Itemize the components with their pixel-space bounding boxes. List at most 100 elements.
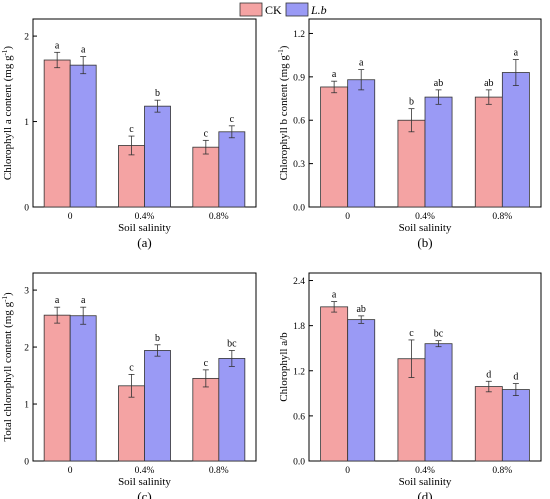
bar-ck: [397, 119, 426, 208]
bar-lb: [144, 350, 171, 462]
significance-label: b: [409, 97, 414, 108]
bar-ck: [320, 86, 349, 208]
significance-label: ab: [434, 78, 443, 89]
y-tick-label: 0.0: [293, 458, 305, 468]
significance-label: c: [204, 128, 209, 139]
significance-label: a: [514, 47, 519, 58]
y-axis-label: Chlorophyll b content (mg g-1): [277, 45, 290, 180]
bar-lb: [69, 64, 97, 208]
legend-swatch-lb: [285, 2, 309, 17]
significance-label: a: [81, 295, 86, 306]
bar-lb: [218, 131, 246, 208]
legend-label-lb: L.b: [310, 3, 327, 17]
bar-lb: [424, 96, 453, 208]
bar-lb: [501, 389, 530, 462]
legend: CK L.b: [239, 2, 327, 17]
y-axis-label: Chlorophyll a content (mg g-1): [1, 46, 14, 181]
significance-label: d: [513, 372, 518, 383]
y-axis-label-main: Chlorophyll b content (mg g: [278, 55, 290, 181]
y-tick-label: 1.8: [293, 322, 305, 332]
legend-label-ck: CK: [265, 3, 282, 17]
legend-swatch-ck: [239, 2, 263, 17]
x-axis-label: Soil salinity: [399, 476, 452, 488]
significance-label: a: [332, 69, 337, 80]
x-tick-label: 0: [68, 466, 73, 476]
x-tick-label: 0.8%: [209, 466, 229, 476]
bar-lb: [218, 358, 246, 462]
bar-ck: [474, 386, 503, 462]
x-tick-label: 0.8%: [492, 466, 512, 476]
y-tick-label: 1.2: [293, 30, 305, 40]
y-tick-label: 1: [24, 118, 29, 128]
y-tick-label: 2.4: [293, 277, 305, 287]
y-tick-label: 1.2: [293, 367, 305, 377]
x-tick-label: 0: [345, 212, 350, 222]
significance-label: c: [129, 124, 134, 135]
significance-label: ab: [356, 304, 365, 315]
significance-label: d: [486, 369, 491, 380]
x-tick-label: 0: [68, 212, 73, 222]
panel-tag: (c): [137, 489, 151, 499]
y-tick-label: 2: [24, 344, 29, 354]
y-axis-label-main: Chlorophyll a content (mg g: [2, 55, 14, 180]
bar-ck: [192, 146, 220, 208]
bar-lb: [144, 105, 171, 208]
bar-lb: [424, 343, 453, 462]
y-tick-label: 0.0: [293, 204, 305, 214]
y-tick-label: 0.3: [293, 160, 305, 170]
y-tick-label: 1: [24, 401, 29, 411]
significance-label: a: [55, 295, 60, 306]
significance-label: b: [155, 88, 160, 99]
bar-lb: [347, 319, 376, 462]
x-tick-label: 0.8%: [209, 212, 229, 222]
chart-panel-4: 0.0 0.6 1.2 1.8 2.4 0 a ab 0.4% c bc 0.8% d d Soil sal…: [278, 272, 542, 499]
x-tick-label: 0: [345, 466, 350, 476]
significance-label: bc: [434, 329, 444, 340]
y-tick-label: 3: [24, 287, 29, 297]
y-axis-label: Total chlorophyll content (mg g-1): [1, 292, 14, 442]
bar-lb: [347, 79, 376, 208]
significance-label: c: [409, 328, 414, 339]
y-axis-label: Chlorophyll a/b: [278, 332, 290, 402]
bar-lb: [501, 72, 530, 208]
panel-tag: (a): [137, 235, 151, 250]
significance-label: c: [230, 114, 235, 125]
bar-lb: [69, 315, 97, 462]
y-axis-label-suffix: ): [278, 45, 290, 49]
significance-label: ab: [484, 78, 493, 89]
significance-label: a: [81, 45, 86, 56]
panel-tag: (b): [417, 235, 432, 250]
x-axis-label: Soil salinity: [118, 222, 171, 234]
significance-label: b: [155, 333, 160, 344]
y-axis-label-suffix: ): [2, 46, 14, 50]
panel-tag: (d): [417, 489, 432, 499]
y-axis-label-sup: -1: [277, 49, 285, 55]
significance-label: c: [204, 358, 209, 369]
chart-panel-3: 0 1 2 3 0 a a 0.4% c b 0.8% c bc Soil salinity(c) Tota…: [1, 272, 257, 499]
bar-ck: [43, 314, 71, 462]
y-tick-label: 0: [24, 204, 29, 214]
x-tick-label: 0.4%: [415, 212, 435, 222]
y-tick-label: 0.6: [293, 117, 305, 127]
y-tick-label: 0.6: [293, 412, 305, 422]
x-tick-label: 0.8%: [492, 212, 512, 222]
significance-label: a: [359, 58, 364, 69]
y-axis-label-sup: -1: [1, 296, 9, 302]
y-axis-label-main: Total chlorophyll content (mg g: [2, 301, 14, 441]
y-tick-label: 0.9: [293, 73, 305, 83]
x-axis-label: Soil salinity: [118, 476, 171, 488]
x-axis-label: Soil salinity: [399, 222, 452, 234]
bar-ck: [43, 59, 71, 208]
y-axis-label-main: Chlorophyll a/b: [278, 332, 290, 402]
y-tick-label: 2: [24, 33, 29, 43]
bar-ck: [118, 145, 145, 208]
bar-ck: [474, 96, 503, 208]
x-tick-label: 0.4%: [135, 212, 155, 222]
bar-ck: [320, 306, 349, 462]
significance-label: a: [332, 290, 337, 301]
y-axis-label-suffix: ): [2, 292, 14, 296]
significance-label: bc: [227, 338, 237, 349]
significance-label: c: [129, 362, 134, 373]
